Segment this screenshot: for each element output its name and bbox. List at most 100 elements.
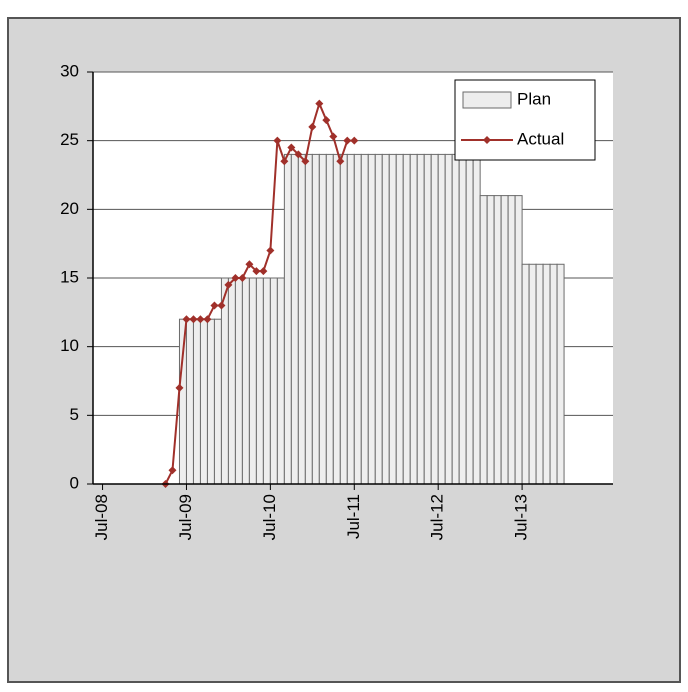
bar [374,153,383,485]
y-tick-label: 15 [60,267,79,286]
legend-swatch [462,91,512,109]
marker [245,260,254,269]
marker [196,315,205,324]
y-tick-label: 10 [60,336,79,355]
marker [189,315,198,324]
bar [381,153,390,485]
bar [199,318,208,485]
bar [248,277,257,485]
marker [238,274,247,282]
bar [556,263,565,485]
bar [430,153,439,485]
bar [255,277,264,485]
bar [388,153,397,485]
bar [241,277,250,485]
marker [168,466,177,475]
bar [521,263,530,485]
bar [297,153,306,485]
bar [409,153,418,485]
bar [514,195,523,485]
y-tick-label: 0 [70,473,79,492]
marker [322,116,331,125]
bar [367,153,376,485]
marker [252,267,261,276]
x-tick-label: Jul-11 [344,494,363,539]
bar [220,277,229,485]
legend-label: Plan [517,89,551,108]
bar [325,153,334,485]
bar [234,277,243,485]
bar [479,195,488,485]
bar [444,153,453,485]
marker [315,99,324,108]
legend-marker [483,136,491,144]
bar [395,153,404,485]
bar [458,153,467,485]
bar [507,195,516,485]
y-tick-label: 5 [70,405,79,424]
x-tick-label: Jul-09 [176,494,195,540]
bar [500,195,509,485]
legend: Plan Actual [454,79,596,161]
bar [465,153,474,485]
marks [161,99,565,488]
marker [231,274,240,282]
bar [213,318,222,485]
marker [294,150,303,159]
bar [185,318,194,485]
bar [416,153,425,485]
legend-label: Actual [517,129,564,148]
y-tick-label: 25 [60,130,79,149]
bar [472,153,481,485]
bar [493,195,502,485]
marker [224,280,233,289]
bar [353,153,362,485]
marker [280,157,289,166]
bar [360,153,369,485]
bar [451,153,460,485]
marker [329,132,338,141]
bar [332,153,341,485]
marker [217,301,226,310]
marker [182,315,191,324]
marker [336,157,345,166]
marker [273,136,282,145]
bar [206,318,215,485]
marker [287,143,296,152]
bar [269,277,278,485]
bar [262,277,271,485]
bar [528,263,537,485]
bar [423,153,432,485]
bar [402,153,411,485]
x-tick-label: Jul-10 [260,494,279,540]
bar [339,153,348,485]
marker [301,157,310,166]
bar [227,277,236,485]
bar [535,263,544,485]
y-tick-label: 30 [60,61,79,80]
bar [346,153,355,485]
bar [486,195,495,485]
y-tick-label: 20 [60,199,79,218]
marker [259,267,268,276]
bar [283,153,292,485]
marker [210,301,219,310]
marker [203,315,212,324]
bar [192,318,201,485]
bar [290,153,299,485]
marker [350,136,359,145]
marker [343,136,352,145]
bar [437,153,446,485]
marker [308,122,317,131]
bar [549,263,558,485]
x-tick-label: Jul-13 [512,494,531,540]
axes: 0 5 10 15 20 25 30 Jul-08 Jul-09 Jul-10 Jul-11 Jul-… [60,61,613,540]
bar [304,153,313,485]
bar [276,277,285,485]
bar [311,153,320,485]
bar [542,263,551,485]
x-tick-label: Jul-12 [428,494,447,540]
marker [175,383,184,392]
marker [266,246,275,255]
